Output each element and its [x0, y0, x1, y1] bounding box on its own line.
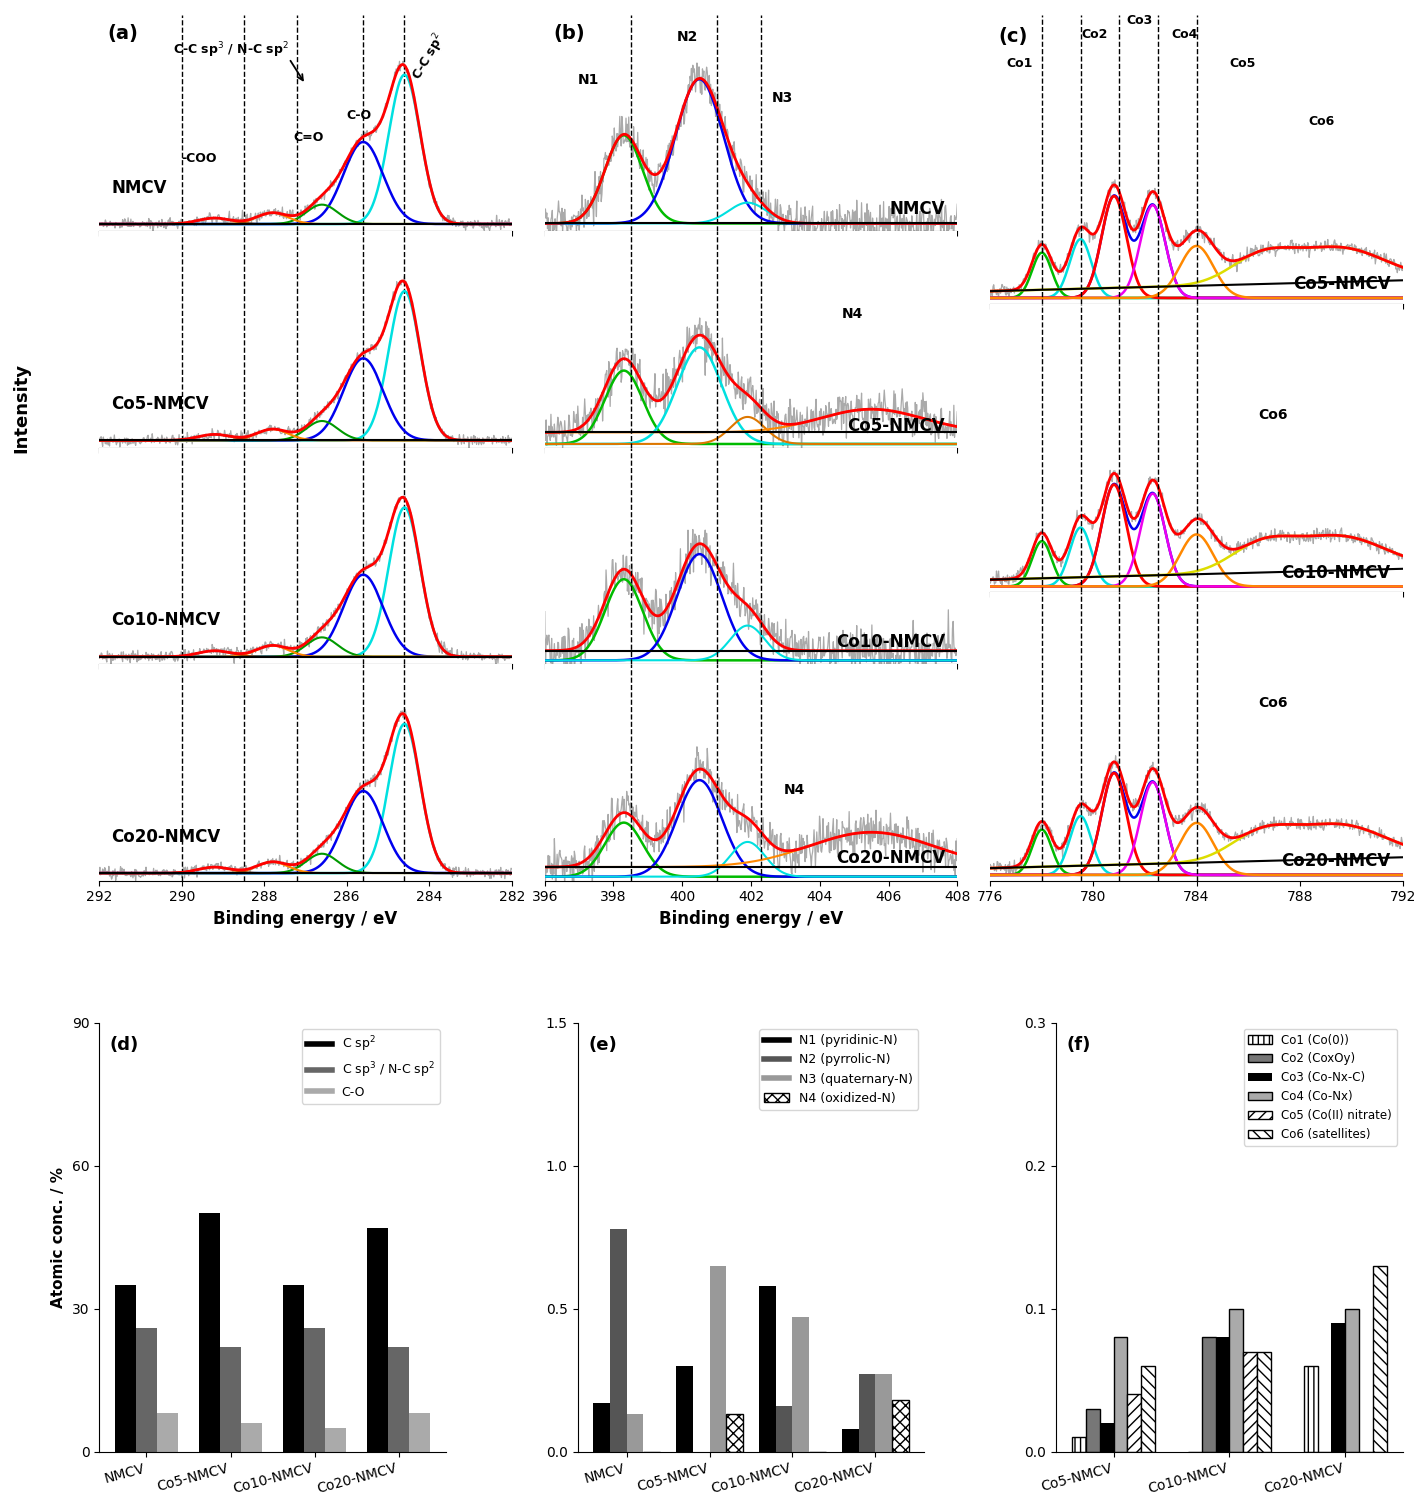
- Bar: [1373, 1266, 1387, 1452]
- Text: Co20-NMCV: Co20-NMCV: [836, 850, 945, 868]
- Bar: [777, 1406, 792, 1452]
- Bar: [1142, 1365, 1155, 1452]
- Bar: [1100, 1423, 1114, 1452]
- Text: C-C sp$^3$ / N-C sp$^2$: C-C sp$^3$ / N-C sp$^2$: [173, 41, 289, 60]
- Text: (b): (b): [553, 24, 585, 42]
- Bar: [893, 1400, 908, 1452]
- Text: Co5-NMCV: Co5-NMCV: [1292, 275, 1390, 293]
- Bar: [792, 1317, 809, 1452]
- Bar: [726, 1414, 743, 1452]
- Text: Co10-NMCV: Co10-NMCV: [112, 611, 221, 629]
- Y-axis label: Atomic conc. / %: Atomic conc. / %: [51, 1167, 67, 1308]
- Text: N4: N4: [842, 307, 863, 321]
- Bar: [305, 1328, 324, 1452]
- Text: Co2: Co2: [1081, 29, 1108, 41]
- Bar: [1230, 1309, 1243, 1452]
- Text: Co4: Co4: [1172, 29, 1199, 41]
- Text: (d): (d): [109, 1036, 139, 1054]
- Text: Co6: Co6: [1308, 115, 1335, 127]
- Bar: [1128, 1394, 1142, 1452]
- Legend: N1 (pyridinic-N), N2 (pyrrolic-N), N3 (quaternary-N), N4 (oxidized-N): N1 (pyridinic-N), N2 (pyrrolic-N), N3 (q…: [760, 1030, 918, 1110]
- Bar: [1257, 1352, 1271, 1452]
- Bar: [198, 1214, 220, 1452]
- Bar: [1085, 1409, 1100, 1452]
- Text: C-O: C-O: [347, 109, 371, 122]
- Bar: [388, 1347, 410, 1452]
- Bar: [1216, 1337, 1230, 1452]
- Bar: [1332, 1323, 1345, 1452]
- Text: Co5: Co5: [1230, 57, 1255, 70]
- Text: Co10-NMCV: Co10-NMCV: [836, 634, 945, 650]
- Bar: [609, 1229, 626, 1452]
- Text: Co1: Co1: [1007, 57, 1033, 70]
- Legend: C sp$^2$, C sp$^3$ / N-C sp$^2$, C-O: C sp$^2$, C sp$^3$ / N-C sp$^2$, C-O: [302, 1030, 439, 1104]
- Bar: [859, 1374, 876, 1452]
- Bar: [710, 1266, 726, 1452]
- Text: Co20-NMCV: Co20-NMCV: [112, 827, 221, 845]
- Bar: [626, 1414, 643, 1452]
- Text: N1: N1: [578, 74, 599, 88]
- Text: C=O: C=O: [293, 130, 323, 144]
- Bar: [324, 1427, 346, 1452]
- Text: N2: N2: [677, 30, 699, 44]
- X-axis label: Binding energy / eV: Binding energy / eV: [659, 910, 843, 928]
- Text: Co5-NMCV: Co5-NMCV: [847, 416, 945, 434]
- Bar: [367, 1228, 388, 1452]
- Text: Intensity: Intensity: [13, 363, 30, 454]
- Bar: [241, 1423, 262, 1452]
- Text: NMCV: NMCV: [112, 178, 167, 197]
- Bar: [676, 1365, 693, 1452]
- Text: (a): (a): [108, 24, 139, 42]
- Text: Co3: Co3: [1127, 14, 1152, 27]
- Bar: [283, 1285, 305, 1452]
- Bar: [1114, 1337, 1128, 1452]
- Bar: [594, 1403, 609, 1452]
- Text: Co5-NMCV: Co5-NMCV: [112, 395, 210, 413]
- Text: Co6: Co6: [1258, 697, 1288, 711]
- Text: Co6: Co6: [1258, 408, 1288, 422]
- Legend: Co1 (Co(0)), Co2 (CoxOy), Co3 (Co-Nx-C), Co4 (Co-Nx), Co5 (Co(II) nitrate), Co6 : Co1 (Co(0)), Co2 (CoxOy), Co3 (Co-Nx-C),…: [1244, 1028, 1397, 1146]
- Text: Co10-NMCV: Co10-NMCV: [1281, 564, 1390, 582]
- Text: C-C sp$^2$: C-C sp$^2$: [408, 30, 451, 85]
- Bar: [1243, 1352, 1257, 1452]
- Text: (f): (f): [1067, 1036, 1091, 1054]
- Text: -COO: -COO: [181, 153, 217, 165]
- Bar: [1202, 1337, 1216, 1452]
- Bar: [1304, 1365, 1318, 1452]
- Bar: [220, 1347, 241, 1452]
- Bar: [1071, 1438, 1085, 1452]
- Text: N3: N3: [772, 91, 794, 104]
- Bar: [842, 1429, 859, 1452]
- Text: (c): (c): [999, 27, 1027, 45]
- Text: Co20-NMCV: Co20-NMCV: [1281, 853, 1390, 869]
- Bar: [136, 1328, 157, 1452]
- Text: N4: N4: [784, 783, 805, 797]
- Bar: [760, 1285, 777, 1452]
- X-axis label: Binding energy / eV: Binding energy / eV: [214, 910, 398, 928]
- Bar: [876, 1374, 893, 1452]
- Bar: [157, 1414, 179, 1452]
- Text: (e): (e): [588, 1036, 616, 1054]
- Text: NMCV: NMCV: [890, 200, 945, 218]
- Bar: [410, 1414, 431, 1452]
- Bar: [115, 1285, 136, 1452]
- Bar: [1345, 1309, 1359, 1452]
